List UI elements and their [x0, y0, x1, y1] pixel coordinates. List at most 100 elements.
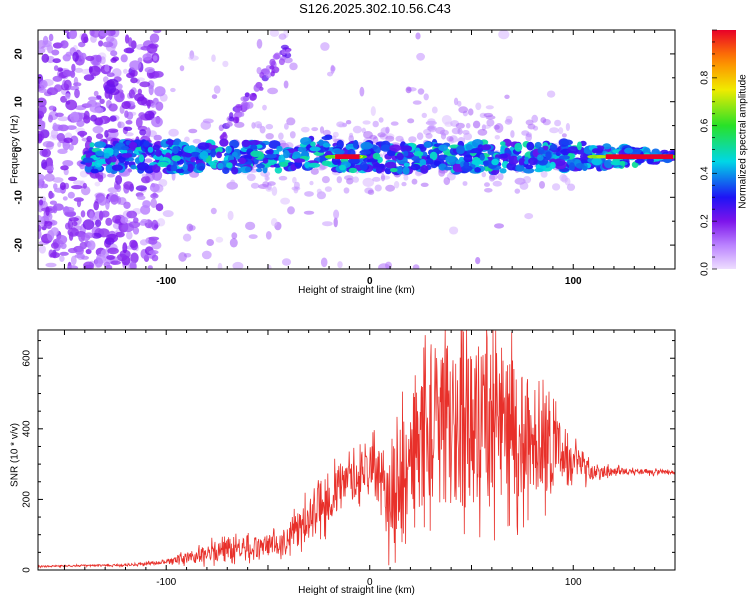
heatmap-cell	[486, 119, 495, 127]
heatmap-cell	[41, 148, 51, 158]
heatmap-cell	[292, 176, 297, 184]
heatmap-cell	[475, 102, 482, 111]
heatmap-cell	[72, 221, 78, 227]
heatmap-cell	[38, 88, 47, 93]
heatmap-cell	[427, 118, 436, 125]
heatmap-cell	[568, 162, 576, 171]
heatmap-cell	[289, 131, 296, 139]
heatmap-cell	[321, 176, 330, 184]
heatmap-cell	[343, 187, 350, 194]
heatmap-cell	[103, 152, 110, 159]
heatmap-cell	[416, 52, 425, 61]
heatmap-cell	[81, 186, 91, 196]
heatmap-cell	[220, 133, 228, 141]
heatmap-cell	[51, 49, 60, 56]
heatmap-cell	[215, 147, 223, 154]
heatmap-cell	[521, 130, 530, 136]
heatmap-cell	[48, 114, 53, 123]
heatmap-cell	[137, 88, 142, 95]
heatmap-cell	[438, 144, 448, 152]
heatmap-cell	[463, 154, 473, 163]
heatmap-cell	[463, 132, 473, 141]
heatmap-cell	[303, 210, 315, 215]
heatmap-cell	[109, 115, 117, 122]
heatmap-cell	[281, 49, 286, 56]
heatmap-cell	[52, 205, 58, 214]
bottom-y-tick-label: 200	[22, 491, 33, 508]
heatmap-cell	[269, 30, 280, 37]
heatmap-cell	[566, 183, 576, 191]
heatmap-cell	[324, 186, 332, 192]
heatmap-cell	[463, 160, 470, 169]
heatmap-cell	[78, 231, 85, 243]
heatmap-cell	[349, 132, 354, 138]
heatmap-cell	[135, 185, 147, 192]
heatmap-cell	[293, 158, 306, 163]
heatmap-cell	[68, 144, 74, 151]
heatmap-cell	[153, 134, 162, 141]
heatmap-cell	[93, 90, 99, 97]
heatmap-cell	[145, 176, 150, 183]
heatmap-cell	[69, 111, 80, 123]
heatmap-cell	[378, 117, 384, 123]
heatmap-cell	[121, 153, 131, 158]
heatmap-cell	[268, 149, 274, 155]
heatmap-cell	[97, 195, 108, 206]
heatmap-cell	[278, 33, 287, 40]
heatmap-cell	[152, 170, 163, 181]
heatmap-cell	[184, 136, 190, 143]
heatmap-cell	[71, 63, 76, 72]
heatmap-cell	[433, 160, 442, 166]
heatmap-cell	[631, 161, 639, 168]
bottom-x-tick-label: 0	[367, 577, 373, 588]
heatmap-cell	[250, 182, 260, 189]
snr-series-line	[38, 330, 675, 569]
heatmap-cell	[199, 151, 209, 160]
top-x-axis-label: Height of straight line (km)	[298, 285, 415, 296]
heatmap-cell	[129, 261, 137, 269]
colorbar	[712, 30, 736, 269]
heatmap-cell	[62, 196, 68, 201]
heatmap-cell	[82, 219, 95, 230]
heatmap-cell	[92, 126, 104, 134]
heatmap-cell	[95, 150, 105, 156]
heatmap-cell	[227, 210, 234, 221]
heatmap-cell	[403, 174, 409, 181]
heatmap-cell	[216, 151, 222, 159]
heatmap-cell	[465, 144, 473, 151]
heatmap-cell	[362, 177, 375, 187]
heatmap-cell	[423, 93, 429, 101]
heatmap-cell	[150, 198, 157, 209]
heatmap-cell	[300, 137, 312, 146]
heatmap-cell	[415, 32, 421, 40]
heatmap-cell	[504, 94, 510, 100]
heatmap-cell	[552, 183, 561, 191]
heatmap-cell	[402, 166, 410, 175]
colorbar-tick-label: 0.0	[700, 262, 711, 276]
heatmap-cell	[208, 161, 215, 166]
heatmap-cell	[68, 30, 77, 40]
heatmap-cell	[373, 163, 381, 168]
heatmap-cell	[121, 101, 131, 110]
heatmap-cell	[192, 138, 202, 144]
heatmap-cell	[472, 120, 481, 129]
heatmap-cell	[126, 72, 135, 79]
heatmap-cell	[110, 194, 119, 205]
colorbar-tick-label: 0.2	[700, 214, 711, 228]
heatmap-cell	[104, 83, 116, 94]
heatmap-cell	[380, 127, 390, 135]
heatmap-cell	[95, 133, 104, 140]
heatmap-cell	[385, 135, 395, 142]
heatmap-cell	[170, 164, 178, 172]
heatmap-cell	[137, 57, 143, 63]
heatmap-cell	[83, 110, 90, 120]
heatmap-cell	[393, 181, 400, 189]
heatmap-cell	[417, 88, 425, 95]
heatmap-cell	[270, 218, 278, 227]
heatmap-cell	[147, 146, 154, 153]
heatmap-cell	[477, 128, 488, 136]
heatmap-cell	[83, 261, 94, 269]
heatmap-cell	[188, 55, 199, 61]
heatmap-cell	[107, 128, 119, 133]
heatmap-cell	[129, 239, 138, 249]
